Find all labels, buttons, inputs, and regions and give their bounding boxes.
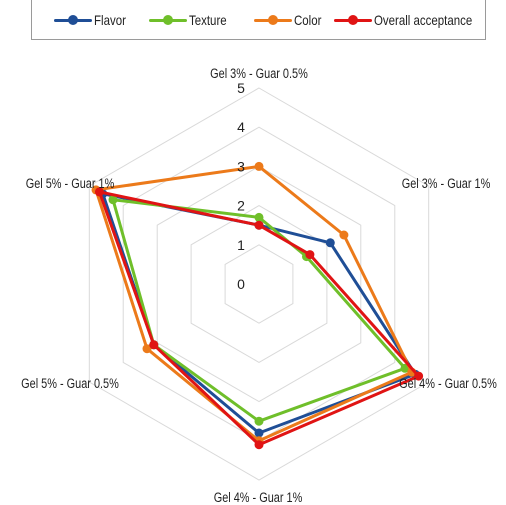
legend-swatch-texture bbox=[149, 8, 187, 32]
point-flavor-4 bbox=[254, 428, 264, 438]
category-label-3: Gel 4% - Guar 0.5% bbox=[399, 376, 497, 392]
legend-swatch-flavor bbox=[54, 8, 92, 32]
legend-dot-overall-acceptance bbox=[348, 15, 358, 25]
legend-dot-color bbox=[268, 15, 278, 25]
point-texture-6 bbox=[108, 195, 118, 205]
series-texture bbox=[108, 195, 410, 426]
legend-label-flavor: Flavor bbox=[94, 12, 126, 28]
category-label-4: Gel 4% - Guar 1% bbox=[214, 490, 303, 505]
tick-label-1: 1 bbox=[237, 237, 245, 253]
tick-label-2: 2 bbox=[237, 198, 245, 214]
point-overall-acceptance-1 bbox=[254, 220, 264, 230]
point-overall-acceptance-6 bbox=[94, 187, 104, 197]
point-overall-acceptance-2 bbox=[305, 250, 315, 260]
point-texture-1 bbox=[254, 212, 264, 222]
tick-label-5: 5 bbox=[237, 80, 245, 96]
legend-label-color: Color bbox=[294, 12, 322, 28]
legend-swatch-overall-acceptance bbox=[334, 8, 372, 32]
legend-dot-texture bbox=[163, 15, 173, 25]
point-flavor-2 bbox=[325, 238, 335, 248]
grid-ring-3 bbox=[156, 165, 362, 403]
point-overall-acceptance-5 bbox=[149, 340, 159, 350]
radial-tick-labels: 0 1 2 3 4 5 bbox=[237, 80, 245, 292]
point-overall-acceptance-3 bbox=[414, 371, 424, 381]
point-texture-4 bbox=[254, 416, 264, 426]
category-label-5: Gel 5% - Guar 0.5% bbox=[21, 376, 119, 392]
point-overall-acceptance-4 bbox=[254, 440, 264, 450]
point-color-5 bbox=[142, 344, 152, 354]
category-label-6: Gel 5% - Guar 1% bbox=[26, 176, 115, 192]
category-labels: Gel 3% - Guar 0.5% Gel 3% - Guar 1% Gel 4%… bbox=[21, 66, 497, 505]
legend-item-color: Color bbox=[254, 8, 327, 32]
point-color-1 bbox=[254, 161, 264, 171]
tick-label-0: 0 bbox=[237, 276, 245, 292]
series-overall-acceptance bbox=[94, 187, 424, 450]
legend-item-texture: Texture bbox=[149, 8, 235, 32]
tick-label-4: 4 bbox=[237, 119, 245, 135]
legend-label-texture: Texture bbox=[189, 12, 227, 28]
radar-series bbox=[91, 161, 424, 450]
legend-swatch-color bbox=[254, 8, 292, 32]
grid-ring-5 bbox=[88, 87, 430, 481]
chart-legend: Flavor Texture Color Overall acceptance bbox=[31, 0, 486, 40]
point-color-2 bbox=[339, 230, 349, 240]
tick-label-3: 3 bbox=[237, 158, 245, 174]
grid-ring-1 bbox=[224, 244, 294, 324]
legend-item-overall-acceptance: Overall acceptance bbox=[334, 8, 494, 32]
legend-label-overall-acceptance: Overall acceptance bbox=[374, 12, 473, 28]
grid-ring-4 bbox=[122, 126, 396, 442]
legend-dot-flavor bbox=[68, 15, 78, 25]
category-label-1: Gel 3% - Guar 0.5% bbox=[210, 66, 308, 82]
category-label-2: Gel 3% - Guar 1% bbox=[402, 176, 491, 192]
legend-item-flavor: Flavor bbox=[54, 8, 133, 32]
